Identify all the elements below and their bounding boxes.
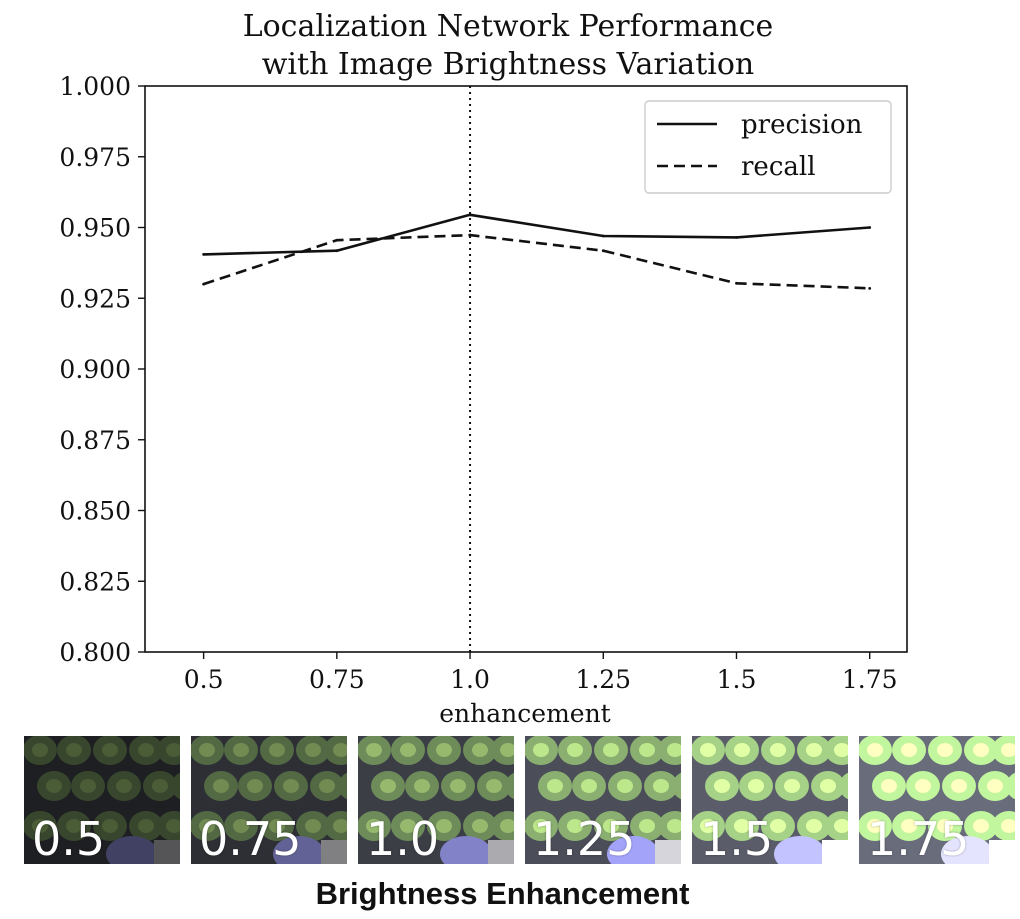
x-tick-label: 1.25 — [575, 665, 631, 694]
thumbnail-label: 1.25 — [533, 812, 636, 864]
y-tick-label: 0.900 — [59, 355, 131, 384]
data-point-precision — [735, 236, 738, 239]
lettuce-field-photo — [859, 736, 1015, 864]
thumbnail-label: 1.0 — [366, 812, 440, 864]
data-point-recall — [868, 286, 872, 290]
brightness-thumbnail: 0.75 — [191, 736, 347, 864]
x-tick-label: 0.75 — [309, 665, 365, 694]
chart-title-line-2: with Image Brightness Variation — [262, 47, 754, 82]
data-point-recall — [601, 249, 605, 253]
brightness-thumbnail: 1.0 — [358, 736, 514, 864]
thumbnail-label: 1.5 — [700, 812, 774, 864]
series-line-precision — [203, 213, 870, 256]
y-tick-label: 0.825 — [59, 567, 131, 596]
y-tick-label: 0.925 — [59, 284, 131, 313]
brightness-thumbnail: 1.75 — [859, 736, 1015, 864]
legend-label-precision: precision — [741, 110, 863, 140]
data-point-recall — [735, 281, 738, 285]
data-point-precision — [868, 226, 872, 229]
data-point-precision — [202, 252, 206, 256]
lettuce-field-photo — [191, 736, 347, 864]
line-chart: Localization Network Performance with Im… — [59, 9, 908, 728]
lettuce-field-photo — [525, 736, 681, 864]
lettuce-field-photo — [692, 736, 848, 864]
lettuce-field-photo — [358, 736, 514, 864]
y-tick-label: 0.800 — [59, 638, 131, 667]
series-line-recall — [203, 233, 870, 290]
thumbnail-label: 1.75 — [867, 812, 970, 864]
x-tick-label: 1.5 — [717, 665, 757, 694]
data-point-precision — [601, 234, 605, 238]
brightness-thumbnail: 1.25 — [525, 736, 681, 864]
thumbnail-label: 0.75 — [199, 812, 302, 864]
y-tick-label: 1.000 — [59, 72, 131, 101]
data-point-recall — [468, 233, 472, 237]
lettuce-field-photo — [24, 736, 180, 864]
legend-label-recall: recall — [741, 152, 816, 182]
thumbnail-strip: 0.5 0.75 1.0 1.25 1.5 1.75 — [24, 736, 1015, 866]
x-tick-label: 0.5 — [184, 665, 224, 694]
data-point-precision — [468, 213, 472, 217]
x-tick-label: 1.0 — [450, 665, 490, 694]
data-point-recall — [202, 282, 206, 286]
data-point-precision — [335, 249, 339, 253]
x-axis-label: enhancement — [439, 699, 610, 728]
y-tick-label: 0.850 — [59, 497, 131, 526]
data-point-recall — [335, 238, 339, 242]
y-tick-label: 0.875 — [59, 426, 131, 455]
figure-caption: Brightness Enhancement — [315, 876, 690, 911]
chart-title-line-1: Localization Network Performance — [243, 9, 774, 44]
brightness-thumbnail: 0.5 — [24, 736, 180, 864]
brightness-thumbnail: 1.5 — [692, 736, 848, 864]
thumbnail-label: 0.5 — [32, 812, 106, 864]
x-tick-label: 1.75 — [842, 665, 898, 694]
y-tick-label: 0.975 — [59, 143, 131, 172]
y-tick-label: 0.950 — [59, 214, 131, 243]
